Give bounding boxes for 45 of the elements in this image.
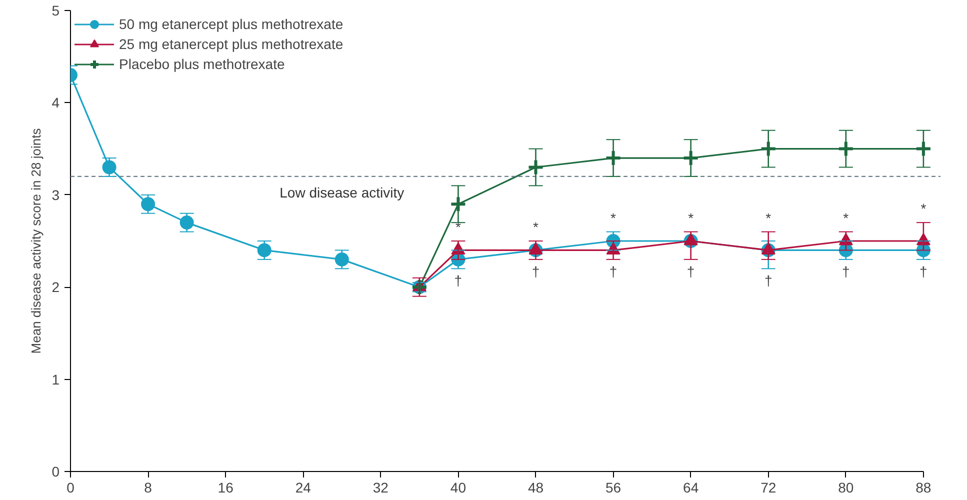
x-tick-label: 64: [683, 480, 699, 496]
x-tick-label: 32: [372, 480, 389, 496]
y-tick-label: 1: [52, 371, 60, 388]
annotation: *: [610, 210, 617, 226]
y-tick-label: 4: [52, 94, 60, 111]
annotation: *: [455, 219, 462, 235]
ref-line-label: Low disease activity: [280, 184, 404, 200]
point: [760, 140, 777, 158]
annotation: †: [609, 263, 618, 280]
annotation: *: [920, 200, 927, 217]
annotation: *: [533, 219, 540, 235]
x-tick-label: 0: [66, 480, 75, 496]
legend-label: Placebo plus methotrexate: [119, 56, 285, 72]
x-tick-label: 8: [144, 480, 152, 496]
annotation: †: [686, 263, 695, 280]
point: [682, 150, 700, 167]
x-tick-label: 48: [528, 480, 544, 496]
x-tick-label: 24: [295, 480, 312, 496]
annotation: †: [532, 263, 540, 280]
annotation: *: [688, 210, 694, 226]
legend-label: 50 mg etanercept plus methotrexate: [119, 16, 344, 32]
y-tick-label: 0: [52, 464, 60, 480]
y-tick-label: 2: [52, 279, 60, 296]
point: [914, 140, 932, 158]
x-tick-label: 88: [916, 480, 932, 496]
x-tick-label: 40: [450, 480, 466, 496]
point: [450, 196, 467, 213]
annotation: *: [766, 210, 772, 226]
y-axis-title: Mean disease activity score in 28 joints: [28, 128, 44, 354]
y-tick-label: 5: [52, 2, 60, 18]
x-tick-label: 80: [838, 480, 854, 496]
annotation: †: [764, 272, 772, 289]
x-tick-label: 56: [605, 480, 622, 496]
x-tick-label: 72: [760, 480, 776, 496]
legend-label: 25 mg etanercept plus methotrexate: [119, 36, 344, 52]
annotation: †: [842, 263, 850, 280]
annotation: *: [843, 210, 850, 226]
point: [604, 150, 622, 167]
point: [527, 158, 544, 176]
annotation: †: [454, 272, 462, 289]
x-tick-label: 16: [218, 480, 234, 496]
y-tick-label: 3: [52, 186, 60, 203]
annotation: †: [920, 263, 928, 280]
point: [141, 197, 156, 212]
point: [837, 140, 854, 158]
